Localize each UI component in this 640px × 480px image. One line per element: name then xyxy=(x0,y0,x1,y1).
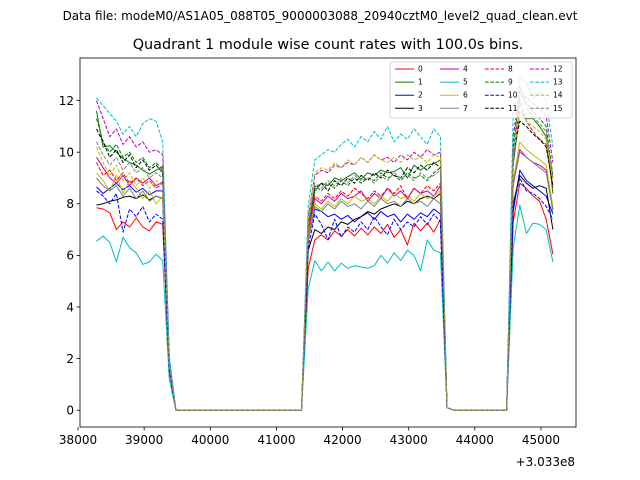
series-line-14 xyxy=(96,110,554,411)
chart-title: Quadrant 1 module wise count rates with … xyxy=(133,37,524,53)
legend-label-7: 7 xyxy=(463,104,468,113)
x-tick-label: 39000 xyxy=(125,433,163,447)
legend-label-9: 9 xyxy=(508,78,513,87)
legend-label-12: 12 xyxy=(553,65,563,74)
legend-label-14: 14 xyxy=(553,91,563,100)
legend-label-6: 6 xyxy=(463,91,468,100)
x-tick-label: 40000 xyxy=(191,433,229,447)
plot-area: 38000 39000 40000 41000 42000 43000 44000 45000… xyxy=(59,57,577,447)
x-tick-label: 44000 xyxy=(456,433,494,447)
series-layer xyxy=(96,76,554,411)
legend-label-8: 8 xyxy=(508,65,513,74)
legend-label-3: 3 xyxy=(418,104,423,113)
x-tick-label: 41000 xyxy=(257,433,295,447)
x-tick-label: 38000 xyxy=(59,433,97,447)
legend-label-0: 0 xyxy=(418,65,423,74)
y-tick-label: 6 xyxy=(66,249,74,263)
legend-label-15: 15 xyxy=(553,104,563,113)
y-tick-label: 0 xyxy=(66,404,74,418)
y-tick-label: 8 xyxy=(66,197,74,211)
x-tick-label: 43000 xyxy=(390,433,428,447)
legend-label-4: 4 xyxy=(463,65,468,74)
x-tick-label: 45000 xyxy=(522,433,560,447)
series-line-13 xyxy=(96,76,554,411)
legend-label-1: 1 xyxy=(418,78,423,87)
y-tick-label: 10 xyxy=(59,145,74,159)
y-tick-label: 12 xyxy=(59,94,74,108)
y-axis: 0 2 4 6 8 10 12 xyxy=(59,94,80,418)
y-tick-label: 4 xyxy=(66,300,74,314)
x-offset-label: +3.033e8 xyxy=(516,455,575,469)
series-line-15 xyxy=(96,84,554,411)
legend-label-11: 11 xyxy=(508,104,518,113)
figure-suptitle: Data file: modeM0/AS1A05_088T05_90000030… xyxy=(63,9,578,23)
x-tick-label: 42000 xyxy=(323,433,361,447)
legend-label-2: 2 xyxy=(418,91,423,100)
plot-background xyxy=(80,58,576,427)
legend-label-13: 13 xyxy=(553,78,563,87)
legend-label-5: 5 xyxy=(463,78,468,87)
legend-label-10: 10 xyxy=(508,91,518,100)
x-axis: 38000 39000 40000 41000 42000 43000 44000 45000 xyxy=(59,427,560,447)
axes-frame xyxy=(79,57,577,428)
y-tick-label: 2 xyxy=(66,352,74,366)
legend-box xyxy=(389,61,573,119)
